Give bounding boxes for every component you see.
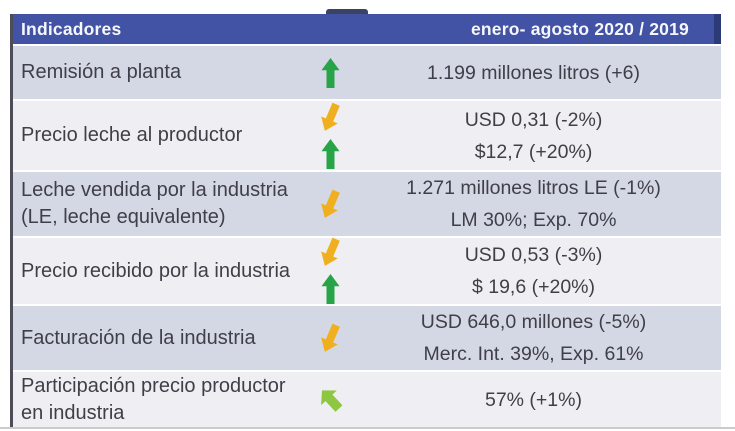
arrow-down-yellow-icon (320, 323, 340, 352)
indicator-value-line: USD 646,0 millones (-5%) (420, 311, 647, 333)
indicator-label: Remisión a planta (13, 59, 300, 86)
indicator-label-line: Participación precio productor (21, 374, 286, 397)
top-notch-decoration (326, 9, 368, 15)
indicators-table: Indicadores enero- agosto 2020 / 2019 Re… (10, 14, 721, 429)
indicator-values: USD 646,0 millones (-5%) Merc. Int. 39%, … (360, 306, 721, 370)
header-period-label: enero- agosto 2020 / 2019 (470, 18, 689, 39)
indicator-label-line: en industria (21, 401, 125, 424)
indicator-label-line: Precio leche al productor (21, 124, 243, 146)
trend-arrows (300, 237, 360, 304)
trend-arrows (300, 189, 360, 219)
arrow-up-green-icon (320, 138, 340, 169)
trend-arrows (300, 387, 360, 412)
indicator-values: USD 0,53 (-3%) $ 19,6 (+20%) (360, 239, 721, 303)
trend-arrows (300, 102, 360, 169)
indicator-value-line: USD 0,53 (-3%) (464, 244, 603, 266)
indicator-label: Facturación de la industria (13, 325, 300, 352)
indicator-values: USD 0,31 (-2%) $12,7 (+20%) (360, 104, 721, 168)
indicator-values: 57% (+1%) (360, 384, 721, 416)
arrow-down-yellow-icon (320, 237, 340, 266)
screenshot-bottom-edge (0, 427, 735, 429)
table-body: Remisión a planta 1.199 millones litros (… (13, 46, 721, 427)
indicator-row: Precio recibido por la industria USD 0,53… (13, 237, 721, 304)
indicator-label-line: (LE, leche equivalente) (21, 206, 226, 228)
indicator-value-line: $12,7 (+20%) (474, 140, 593, 163)
arrow-down-yellow-icon (320, 189, 340, 218)
indicator-label-line: Leche vendida por la industria (21, 179, 288, 201)
indicator-row: Precio leche al productor USD 0,31 (-2%) $… (13, 101, 721, 170)
indicator-values: 1.271 millones litros LE (-1%) LM 30%; Ex… (360, 172, 721, 236)
indicator-row: Remisión a planta 1.199 millones litros (… (13, 46, 721, 99)
header-indicadores-label: Indicadores (21, 18, 122, 39)
indicator-value-line: USD 0,31 (-2%) (464, 108, 603, 131)
arrow-up-left-green-icon (320, 390, 342, 412)
indicator-label-line: Precio recibido por la industria (21, 259, 291, 282)
indicator-value-line: Merc. Int. 39%, Exp. 61% (423, 343, 644, 365)
arrow-down-yellow-icon (320, 102, 340, 131)
indicator-row: Facturación de la industria USD 646,0 mil… (13, 306, 721, 370)
arrow-up-green-icon (320, 274, 340, 304)
indicator-value-line: LM 30%; Exp. 70% (450, 209, 617, 231)
trend-arrows (300, 323, 360, 353)
indicator-value-line: 1.199 millones litros (+6) (427, 61, 640, 84)
indicator-row: Leche vendida por la industria (LE, leche… (13, 172, 721, 236)
table-header-row: Indicadores enero- agosto 2020 / 2019 (13, 14, 721, 44)
indicator-label-line: Remisión a planta (21, 61, 182, 83)
indicator-label-line: Facturación de la industria (21, 326, 256, 349)
indicator-values: 1.199 millones litros (+6) (360, 57, 721, 89)
indicator-value-line: $ 19,6 (+20%) (471, 276, 596, 298)
indicator-value-line: 57% (+1%) (484, 388, 582, 411)
indicator-label: Leche vendida por la industria (LE, leche… (13, 177, 300, 231)
indicator-value-line: 1.271 millones litros LE (-1%) (406, 177, 661, 199)
arrow-up-green-icon (320, 57, 340, 88)
indicator-label: Precio recibido por la industria (13, 258, 300, 285)
indicator-label: Precio leche al productor (13, 122, 300, 149)
indicator-label: Participación precio productor en industr… (13, 373, 300, 427)
indicator-row: Participación precio productor en industr… (13, 372, 721, 427)
trend-arrows (300, 57, 360, 88)
